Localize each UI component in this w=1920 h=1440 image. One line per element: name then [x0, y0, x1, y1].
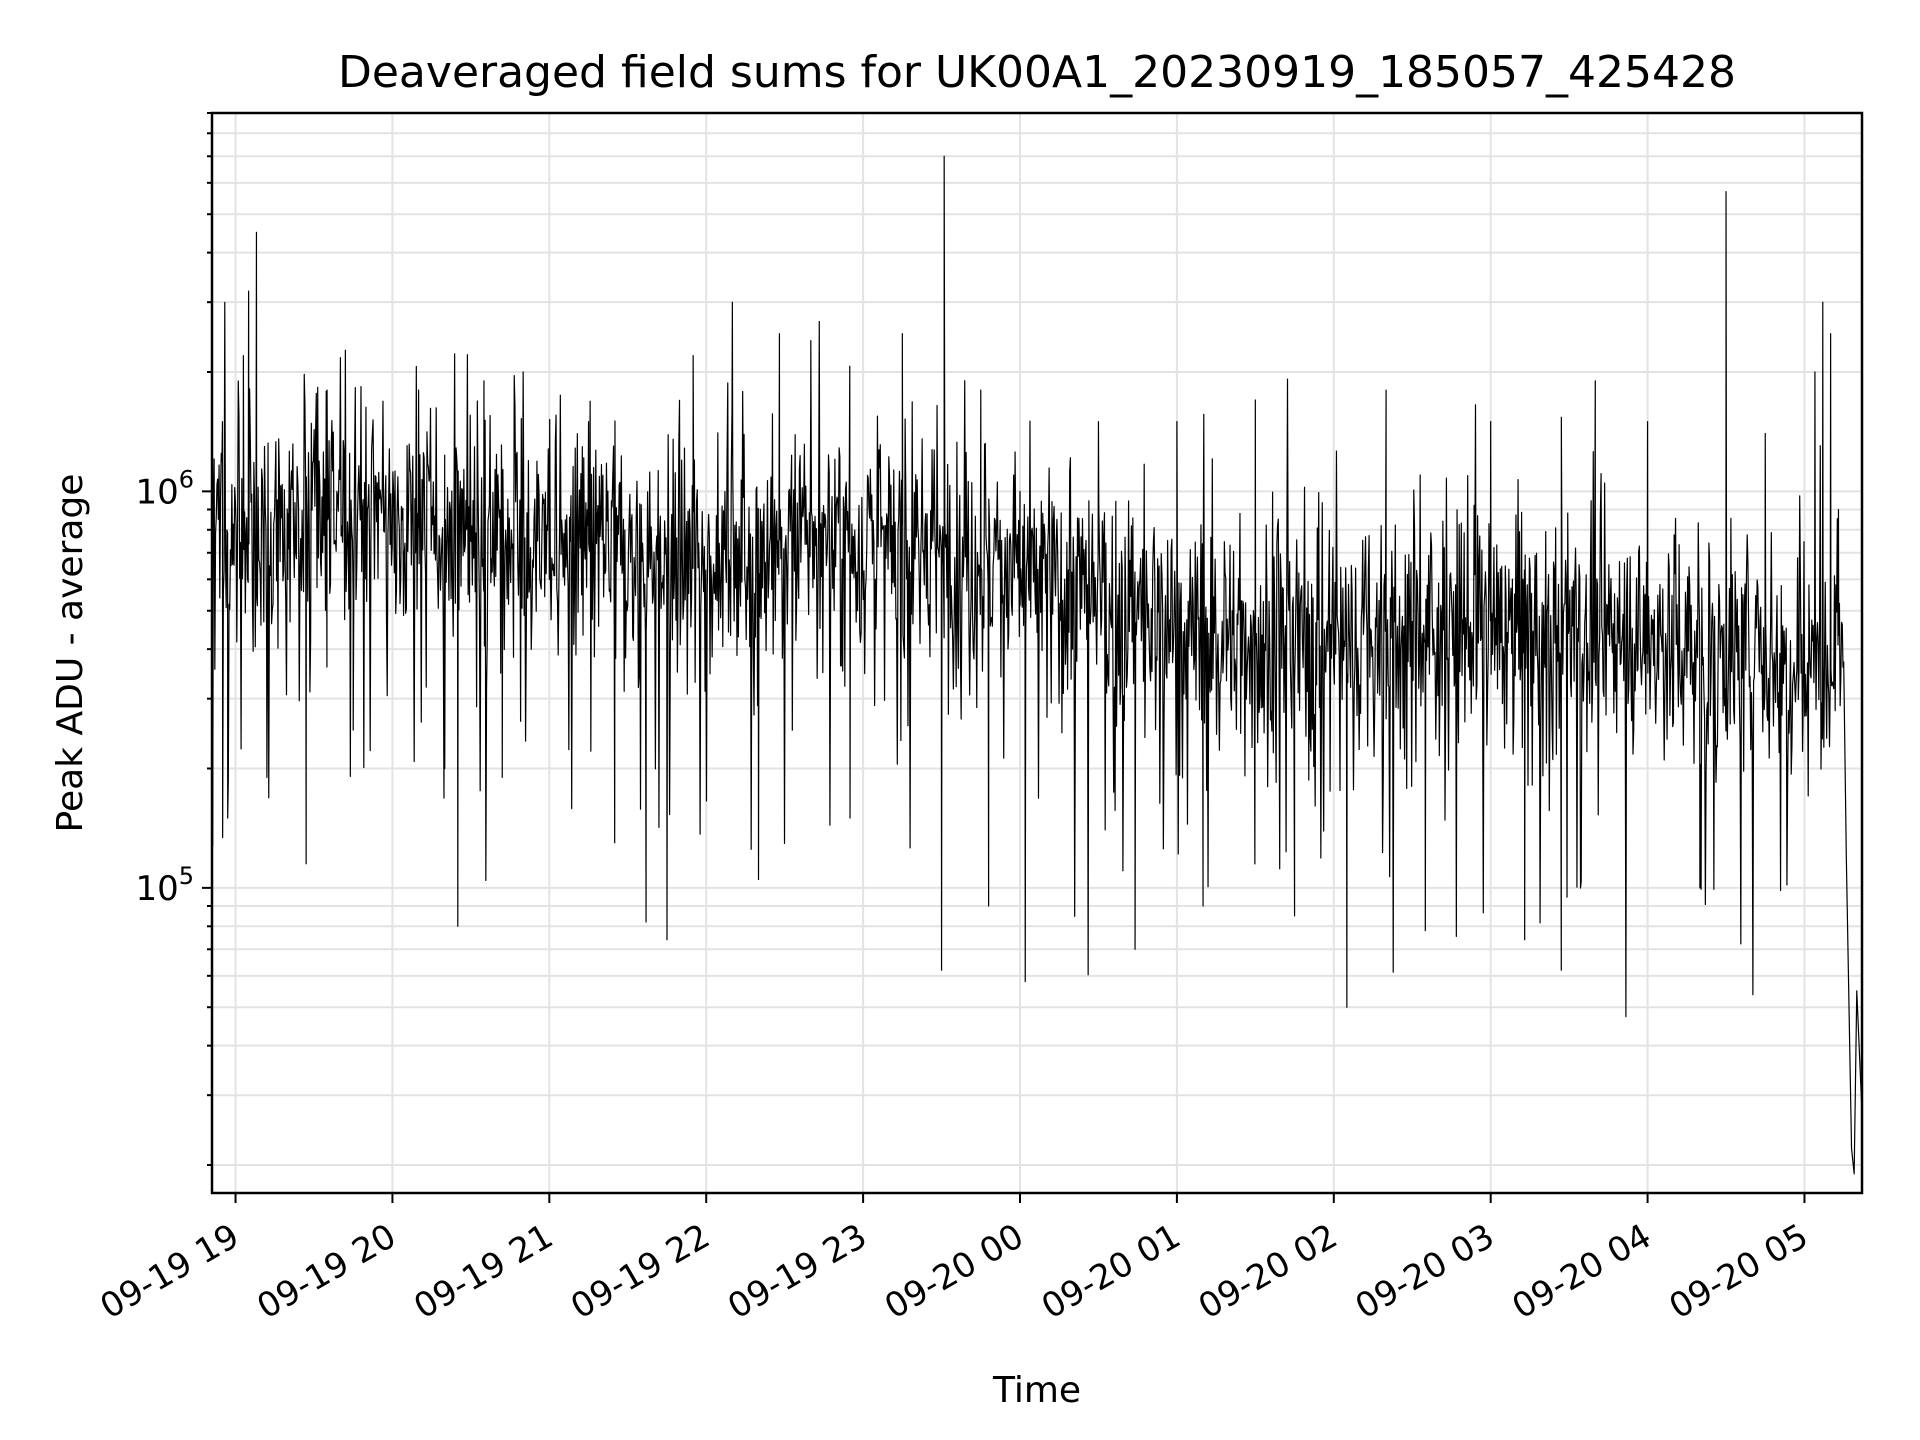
data-series [211, 155, 1863, 1175]
chart-title: Deaveraged field sums for UK00A1_2023091… [338, 47, 1736, 98]
plot-frame [210, 111, 1864, 1195]
series-line [211, 155, 1863, 1175]
y-axis-label: Peak ADU - average [50, 474, 91, 833]
x-axis-label: Time [992, 1370, 1081, 1411]
